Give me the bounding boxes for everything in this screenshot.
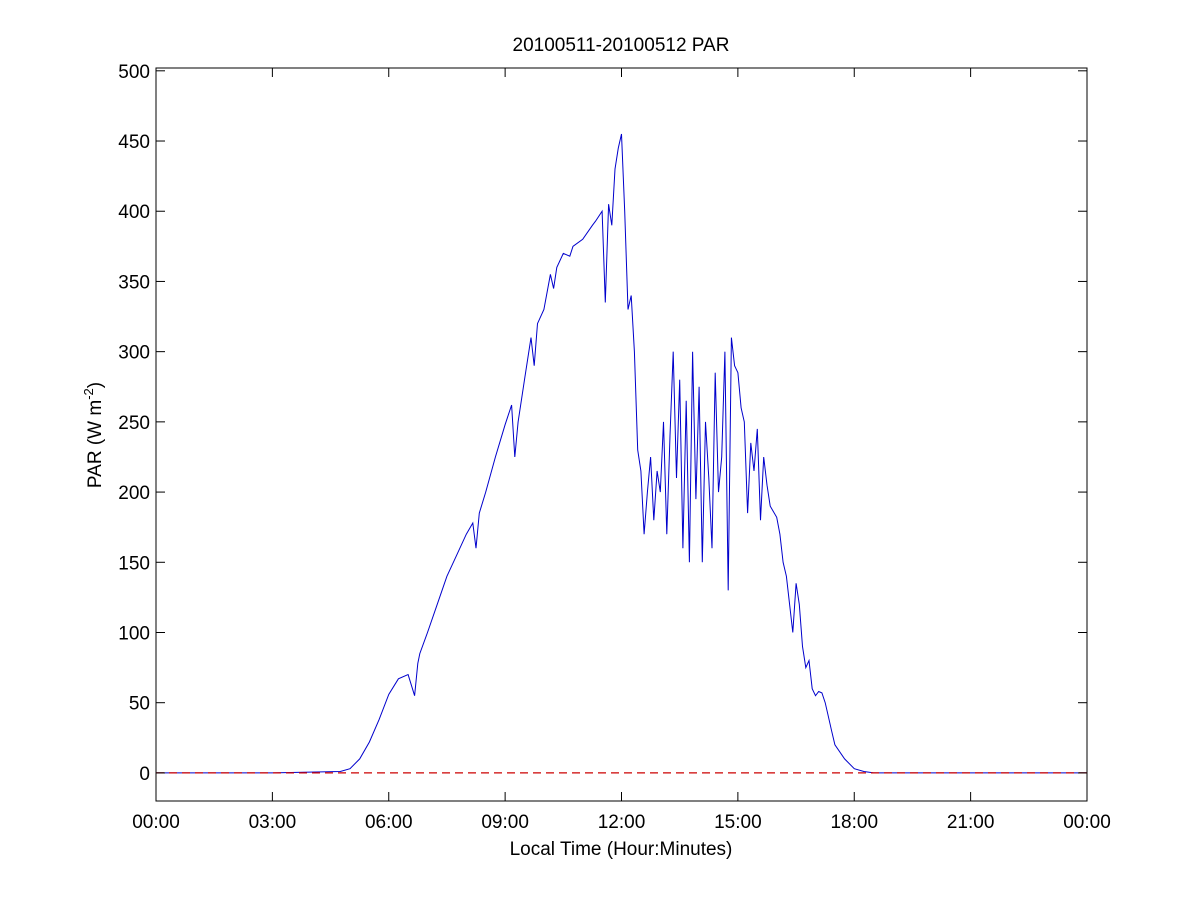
y-tick-label: 450 (118, 132, 150, 153)
par-series-line (156, 133, 1087, 774)
y-tick-label: 400 (118, 202, 150, 223)
data-layer (156, 133, 1087, 774)
y-axis-label-suffix: ) (85, 382, 106, 388)
x-tick-label: 06:00 (365, 812, 413, 833)
x-tick-label: 03:00 (249, 812, 297, 833)
y-tick-label: 250 (118, 413, 150, 434)
x-tick-label: 00:00 (1063, 812, 1111, 833)
x-tick-label: 00:00 (132, 812, 180, 833)
y-axis-label: PAR (W m-2) (81, 382, 106, 488)
x-tick-label: 21:00 (947, 812, 995, 833)
x-tick-label: 18:00 (830, 812, 878, 833)
y-tick-label: 50 (129, 694, 150, 715)
x-tick-label: 12:00 (598, 812, 646, 833)
y-tick-label: 500 (118, 62, 150, 83)
x-tick-label: 15:00 (714, 812, 762, 833)
y-tick-label: 0 (139, 764, 150, 785)
y-tick-label: 100 (118, 623, 150, 644)
y-axis-label-superscript: -2 (81, 388, 96, 400)
x-axis-label: Local Time (Hour:Minutes) (510, 839, 733, 860)
plot-area (155, 67, 1088, 802)
axes: 00:00 03:00 06:00 09:00 12:00 15:00 18:00 21:00… (118, 62, 1110, 833)
y-tick-label: 300 (118, 343, 150, 364)
y-tick-label: 200 (118, 483, 150, 504)
chart-title: 20100511-20100512 PAR (513, 35, 730, 56)
y-axis-label-prefix: PAR (W m (85, 400, 106, 488)
x-tick-label: 09:00 (481, 812, 529, 833)
y-tick-label: 350 (118, 272, 150, 293)
y-tick-label: 150 (118, 553, 150, 574)
